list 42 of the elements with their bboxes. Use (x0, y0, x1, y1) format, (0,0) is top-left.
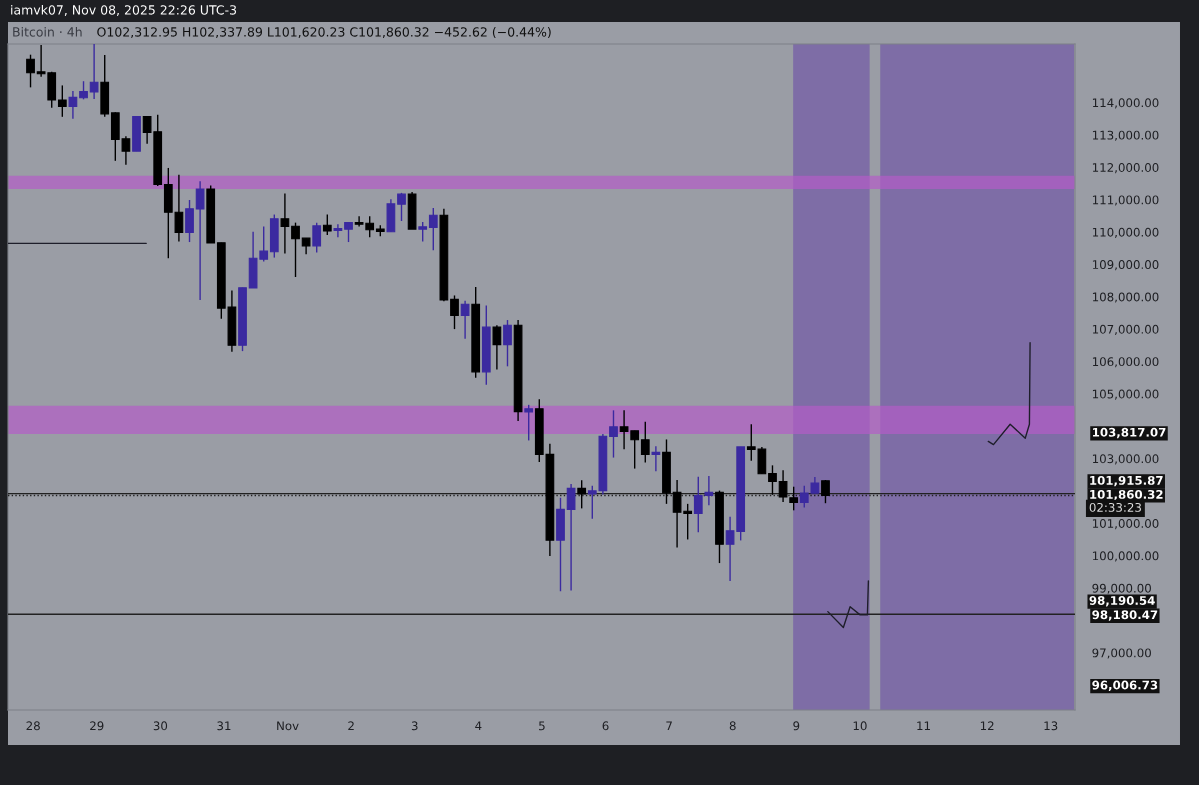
y-tick-label: 114,000.00 (1092, 98, 1159, 109)
x-tick-label: 13 (1044, 721, 1058, 731)
y-tick-label: 103,000.00 (1092, 454, 1159, 465)
text: iamvk07, Nov 08, 2025 22:26 UTC-3 (11, 4, 237, 16)
y-tick-label: 103,817.07 (1093, 427, 1166, 439)
x-tick-label: 11 (917, 721, 930, 731)
x-tick-label: 8 (729, 721, 736, 731)
chart-title: Bitcoin · 4h (13, 26, 82, 37)
y-tick-label: 113,000.00 (1092, 130, 1159, 141)
ref-line-label: 101,860.32 (1090, 489, 1163, 501)
x-tick-label: 4 (475, 721, 482, 731)
y-tick-label: 98,180.47 (1092, 610, 1158, 621)
y-tick-label: 107,000.00 (1092, 324, 1159, 335)
y-tick-label: 101,000.00 (1092, 519, 1159, 530)
chart-subtitle: O102,312.95 H102,337.89 L101,620.23 C101,860.32 −452.62 (−0.44%) (97, 26, 551, 39)
x-tick-label: 6 (602, 721, 609, 731)
x-tick-label: 30 (153, 721, 168, 731)
x-tick-label: 31 (217, 721, 231, 731)
x-tick-label: 10 (853, 721, 867, 731)
x-tick-label: 12 (980, 721, 994, 731)
x-tick-label: 2 (348, 721, 354, 731)
x-tick-label: 29 (90, 721, 104, 731)
x-tick-label: 3 (411, 721, 418, 731)
y-tick-label: 105,000.00 (1092, 389, 1159, 400)
y-tick-label: 109,000.00 (1092, 260, 1159, 271)
ref-line-label: 101,915.87 (1090, 475, 1163, 487)
text: 02:33:23 (1089, 502, 1141, 512)
y-tick-label: 110,000.00 (1092, 227, 1159, 238)
y-tick-label: 100,000.00 (1092, 551, 1159, 562)
x-tick-label: 28 (26, 721, 40, 731)
x-tick-label: 9 (793, 721, 800, 731)
x-tick-label: 5 (539, 721, 545, 731)
ref-line-label: 98,190.54 (1089, 596, 1155, 607)
y-tick-label: 111,000.00 (1092, 195, 1159, 206)
x-tick-label: Nov (277, 721, 299, 731)
y-tick-label: 96,006.73 (1092, 680, 1158, 692)
y-tick-label: 112,000.00 (1092, 163, 1159, 174)
y-tick-label: 108,000.00 (1092, 292, 1159, 303)
y-tick-label: 99,000.00 (1092, 583, 1151, 594)
y-tick-label: 106,000.00 (1092, 357, 1159, 368)
y-tick-label: 97,000.00 (1092, 648, 1151, 659)
x-tick-label: 7 (666, 721, 672, 731)
